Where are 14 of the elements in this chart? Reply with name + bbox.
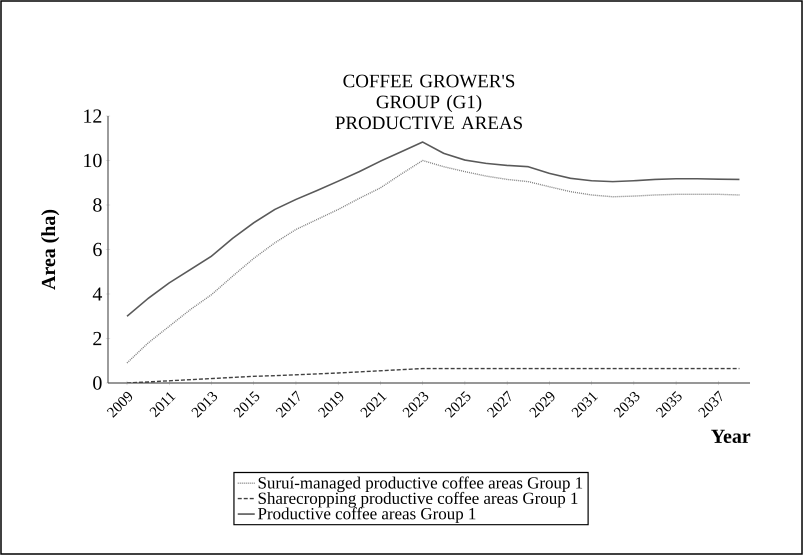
legend-label: Sharecropping productive coffee areas Group 1 — [258, 492, 578, 508]
y-tick-label: 6 — [93, 242, 102, 256]
legend-label: Suruí-managed productive coffee areas Group 1 — [258, 476, 582, 492]
y-tick-label: 0 — [93, 376, 102, 390]
line-series — [126, 141, 740, 318]
y-axis-title: Area (ha) — [41, 210, 60, 290]
y-tick-label: 8 — [93, 198, 102, 212]
y-tick-label: 2 — [93, 332, 102, 346]
legend-label: Productive coffee areas Group 1 — [258, 507, 476, 523]
y-tick-label: 10 — [84, 154, 102, 168]
x-axis-title: Year — [711, 430, 750, 444]
chart-title: COFFEE GROWER'S GROUP (G1) PRODUCTIVE AREAS — [335, 74, 522, 130]
y-tick-label: 4 — [92, 287, 102, 301]
y-tick-label: 12 — [84, 109, 102, 123]
